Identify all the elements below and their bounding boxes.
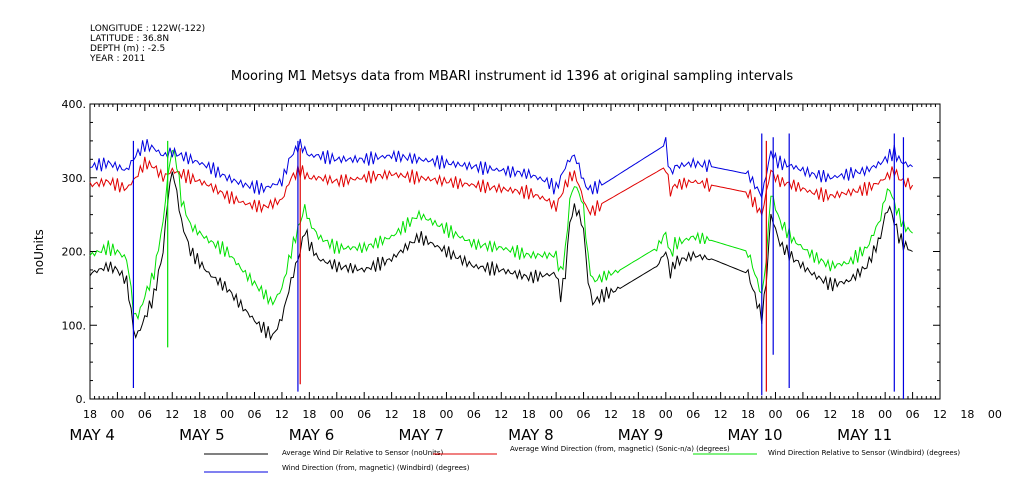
series-line-3	[89, 149, 913, 321]
y-tick-label: 100.	[62, 319, 87, 332]
x-tick-label: 18	[960, 408, 974, 421]
legend-label: Wind Direction (from, magnetic) (Windbir…	[282, 464, 470, 472]
day-label: MAY 5	[179, 426, 225, 444]
meta-longitude: LONGITUDE : 122W(-122)	[90, 24, 205, 34]
y-tick-label: 200.	[62, 246, 87, 259]
x-tick-label: 12	[714, 408, 728, 421]
x-tick-label: 00	[988, 408, 1002, 421]
x-tick-label: 06	[796, 408, 810, 421]
x-tick-label: 00	[330, 408, 344, 421]
x-tick-label: 12	[604, 408, 618, 421]
legend-label: Wind Direction Relative to Sensor (Windb…	[768, 449, 960, 457]
y-axis-label: noUnits	[32, 229, 46, 275]
x-tick-label: 06	[357, 408, 371, 421]
day-label: MAY 10	[727, 426, 782, 444]
x-tick-label: 06	[467, 408, 481, 421]
x-tick-label: 06	[686, 408, 700, 421]
x-tick-label: 00	[659, 408, 673, 421]
x-tick-label: 12	[165, 408, 179, 421]
series-line-2	[89, 156, 914, 218]
series-line-4	[89, 137, 913, 200]
day-label: MAY 7	[398, 426, 444, 444]
legend: Average Wind Dir Relative to Sensor (noU…	[204, 445, 960, 473]
series-layer	[89, 133, 914, 399]
x-tick-label: 06	[577, 408, 591, 421]
chart-title: Mooring M1 Metsys data from MBARI instru…	[231, 69, 793, 84]
x-tick-label: 18	[193, 408, 207, 421]
x-tick-label: 00	[878, 408, 892, 421]
x-tick-label: 18	[412, 408, 426, 421]
x-tick-label: 06	[138, 408, 152, 421]
y-tick-label: 400.	[62, 98, 87, 111]
x-tick-label: 18	[851, 408, 865, 421]
x-tick-label: 00	[220, 408, 234, 421]
meta-latitude: LATITUDE : 36.8N	[90, 34, 169, 44]
y-tick-label: 300.	[62, 172, 87, 185]
day-label: MAY 6	[289, 426, 335, 444]
series-line-1	[89, 171, 913, 341]
axis-ticks	[89, 103, 941, 400]
y-tick-label: 0.	[76, 393, 87, 406]
y-axis-labels: 0. 100. 200. 300. 400.	[62, 98, 87, 406]
x-tick-label: 00	[549, 408, 563, 421]
x-tick-label: 18	[741, 408, 755, 421]
x-tick-label: 12	[275, 408, 289, 421]
x-tick-label: 06	[906, 408, 920, 421]
x-tick-label: 12	[494, 408, 508, 421]
x-tick-label: 12	[823, 408, 837, 421]
legend-label: Average Wind Dir Relative to Sensor (noU…	[282, 449, 443, 457]
x-tick-label: 06	[248, 408, 262, 421]
meta-depth: DEPTH (m) : -2.5	[90, 44, 165, 54]
x-tick-label: 18	[302, 408, 316, 421]
x-tick-label: 18	[83, 408, 97, 421]
x-axis-labels: 18 00 06 12 18 00 06 12 18 00 06 12 18 00 06 12 18 00 06 12…	[69, 408, 1002, 444]
x-tick-label: 18	[631, 408, 645, 421]
day-label: MAY 11	[837, 426, 892, 444]
legend-label: Average Wind Direction (from, magnetic) …	[510, 445, 730, 453]
x-tick-label: 18	[522, 408, 536, 421]
x-tick-label: 12	[933, 408, 947, 421]
day-label: MAY 8	[508, 426, 554, 444]
x-tick-label: 00	[768, 408, 782, 421]
meta-year: YEAR : 2011	[89, 54, 145, 64]
x-tick-label: 12	[385, 408, 399, 421]
day-label: MAY 9	[618, 426, 664, 444]
x-tick-label: 00	[439, 408, 453, 421]
x-tick-label: 00	[110, 408, 124, 421]
day-label: MAY 4	[69, 426, 115, 444]
